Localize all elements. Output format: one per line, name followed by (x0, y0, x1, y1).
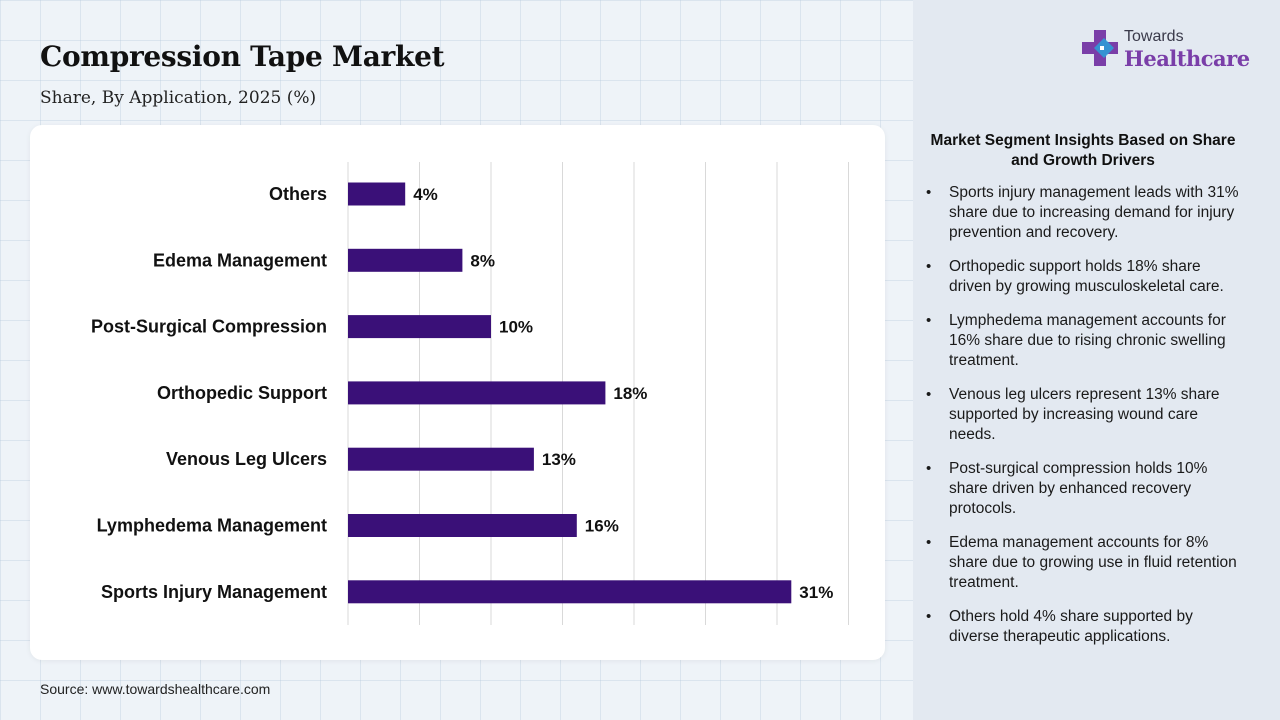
bar (348, 248, 463, 272)
source-note: Source: www.towardshealthcare.com (40, 681, 271, 697)
logo-text-towards: Towards (1124, 28, 1184, 45)
category-label: Edema Management (153, 250, 327, 270)
insights-title: Market Segment Insights Based on Share a… (930, 132, 1236, 169)
medical-cross-icon (1082, 30, 1118, 66)
bar (348, 315, 491, 339)
value-label: 16% (585, 517, 619, 536)
category-label: Orthopedic Support (157, 383, 327, 403)
insight-item: Edema management accounts for 8% share d… (924, 533, 1244, 593)
insight-item: Sports injury management leads with 31% … (924, 183, 1244, 243)
category-label: Lymphedema Management (97, 516, 327, 536)
chart-title: Compression Tape Market (40, 40, 445, 73)
brand-logo: Towards Healthcare (1080, 28, 1260, 78)
category-label: Venous Leg Ulcers (166, 449, 327, 469)
value-label: 13% (542, 450, 576, 469)
bar (348, 514, 577, 537)
value-label: 31% (799, 583, 833, 602)
insight-item: Orthopedic support holds 18% share drive… (924, 257, 1244, 297)
insight-item: Others hold 4% share supported by divers… (924, 607, 1244, 647)
value-label: 4% (413, 185, 438, 204)
value-label: 8% (470, 251, 495, 270)
category-label: Post-Surgical Compression (91, 317, 327, 337)
insight-item: Post-surgical compression holds 10% shar… (924, 459, 1244, 519)
bar (348, 580, 792, 604)
logo-text-healthcare: Healthcare (1124, 46, 1250, 71)
value-label: 10% (499, 318, 533, 337)
bar (348, 381, 606, 405)
category-label: Others (269, 184, 327, 204)
bar (348, 447, 534, 471)
insight-item: Venous leg ulcers represent 13% share su… (924, 385, 1244, 445)
bar (348, 182, 406, 206)
insight-item: Lymphedema management accounts for 16% s… (924, 311, 1244, 371)
chart-card: Others 4% Edema Management 8% Post-Surgical … (30, 125, 885, 660)
category-label: Sports Injury Management (101, 582, 327, 602)
bar-chart: Others 4% Edema Management 8% Post-Surgical … (91, 162, 849, 625)
value-label: 18% (613, 384, 647, 403)
chart-subtitle: Share, By Application, 2025 (%) (40, 88, 317, 108)
insights-list: Sports injury management leads with 31% … (924, 183, 1244, 661)
